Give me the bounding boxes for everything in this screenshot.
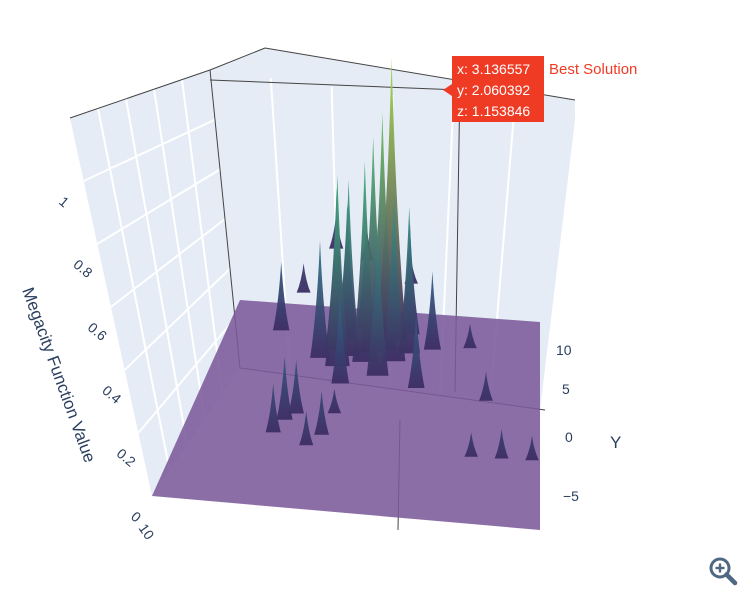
hover-box: [452, 56, 544, 122]
y-axis-ticks: 10 5 0 −5: [556, 342, 579, 504]
surface-peak: [464, 432, 478, 457]
edge-top-left: [69, 69, 211, 119]
y-tick-label: 5: [562, 381, 570, 397]
zoom-button[interactable]: [706, 555, 740, 589]
surface-peak: [366, 223, 389, 376]
z-axis-title: Megacity Function Value: [18, 285, 99, 465]
surface-peak: [276, 356, 293, 420]
best-solution-hover: x: 3.136557 y: 2.060392 z: 1.153846 Best…: [443, 56, 637, 122]
surface-peak: [463, 323, 477, 349]
surface-peak: [325, 175, 350, 367]
surface-peak: [288, 359, 304, 414]
z-tick-label: 0.2: [114, 445, 139, 470]
surface-peak: [296, 263, 311, 293]
zoom-in-icon: [709, 557, 738, 586]
edge-inner-top: [209, 79, 461, 91]
surface-peak: [479, 371, 493, 401]
surface-peak: [310, 240, 330, 358]
hover-line-x: x: 3.136557: [457, 61, 530, 77]
grid-line-horizontal: [83, 118, 216, 182]
surface-peak: [299, 411, 314, 446]
grid-line-horizontal: [123, 267, 231, 371]
z-tick-label: 0: [128, 508, 144, 525]
y-tick-label: 10: [556, 342, 572, 358]
z-tick-label: 0.4: [99, 382, 124, 407]
grid-line-horizontal: [137, 317, 236, 434]
hover-pointer: [443, 84, 452, 96]
surface-peak: [382, 194, 406, 362]
y-axis-title: Y: [610, 433, 621, 452]
surface-floor: [152, 300, 540, 530]
hover-line-z: z: 1.153846: [457, 103, 530, 119]
x-axis-tick: 10: [136, 521, 158, 543]
surface-peak: [272, 261, 290, 331]
surface-peak: [314, 390, 330, 435]
surface-peak: [398, 206, 420, 354]
edge-top-back: [209, 47, 266, 71]
surface-peak: [265, 383, 281, 433]
z-tick-label: 0.8: [70, 256, 95, 281]
z-tick-label: 1: [56, 193, 72, 210]
y-tick-label: −5: [563, 488, 579, 504]
surface-peak: [331, 295, 350, 384]
y-tick-label: 0: [565, 429, 573, 445]
surface-peak: [423, 271, 441, 350]
back-wall-xz: [70, 70, 240, 496]
best-solution-label: Best Solution: [549, 61, 637, 78]
surface-peaks: [310, 57, 441, 388]
z-tick-label: 0.6: [85, 319, 110, 344]
grid-line-horizontal: [96, 168, 221, 245]
surface-peak: [327, 388, 342, 414]
surface-peak: [407, 314, 425, 388]
surface-peak: [352, 161, 378, 362]
hover-line-y: y: 2.060392: [457, 82, 530, 98]
surface-peak: [525, 435, 539, 461]
surface-peak: [494, 429, 509, 459]
grid-line-horizontal: [110, 218, 226, 308]
